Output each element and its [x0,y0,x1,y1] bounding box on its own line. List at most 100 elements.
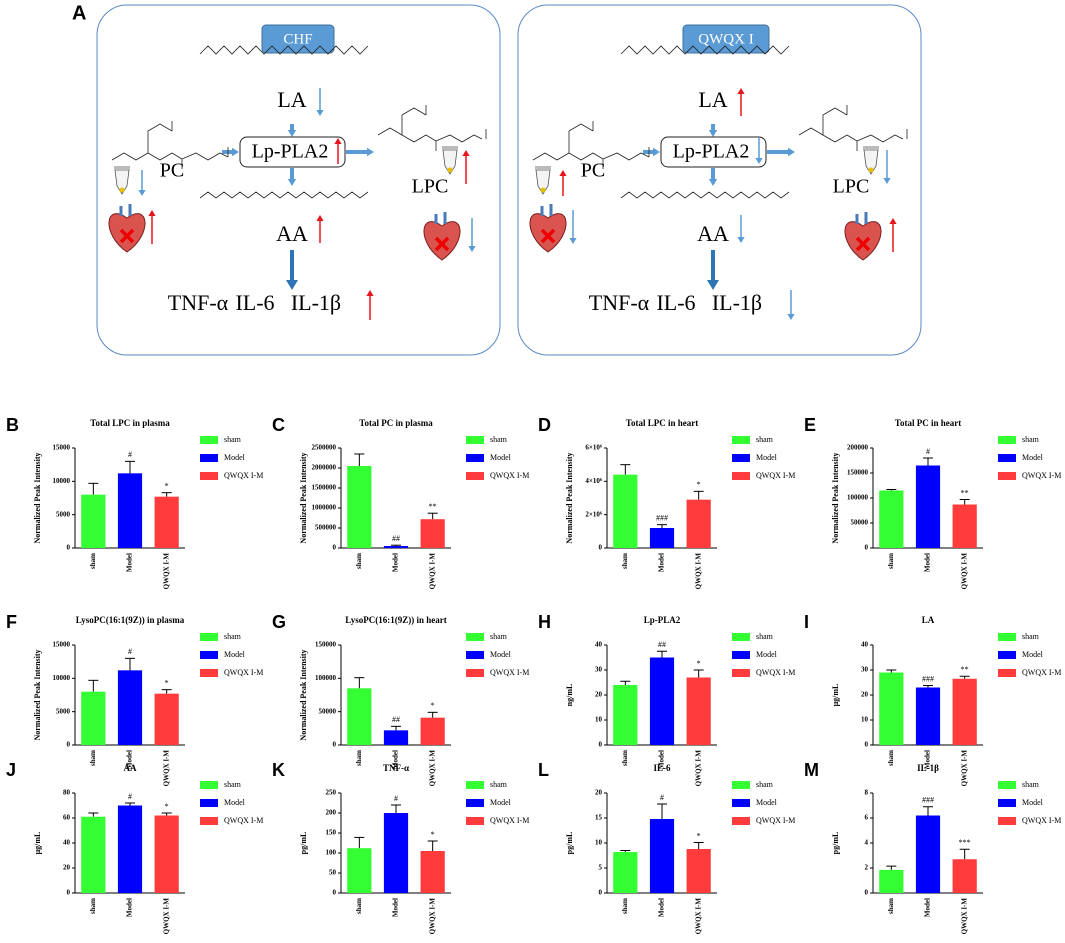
arrow-head [468,246,476,252]
x-tick-label: Model [126,553,134,572]
tube-cap [114,166,130,170]
pc-label: PC [581,160,605,182]
bar [613,474,638,548]
chart-title: Total PC in heart [895,418,961,428]
significance-label: # [926,447,930,456]
legend-swatch [998,651,1016,659]
tube-cap [863,146,879,150]
chart-title: Total PC in plasma [359,418,433,428]
flow-arrow [346,147,374,157]
panel-label: B [6,415,19,435]
legend-label: Model [490,798,512,807]
legend-swatch [998,472,1016,480]
trend-arrow [559,170,567,196]
significance-label: # [128,647,132,656]
significance-label: # [128,450,132,459]
legend-label: sham [224,780,242,789]
la-chain [199,45,369,55]
y-axis-label: Normalized Peak Intensity [299,452,308,543]
bar [879,672,904,745]
heart-cross [855,236,871,252]
bar [952,504,977,548]
arrow-head [286,280,298,290]
heart-cross [540,228,556,244]
bar [347,848,372,893]
pc-label: PC [160,160,184,182]
bar [649,657,675,745]
legend-swatch [998,454,1016,462]
legend-swatch [200,781,218,789]
y-tick-label: 150000 [315,641,337,649]
y-tick-label: 0 [67,741,71,749]
x-tick-label: sham [887,553,895,569]
y-tick-label: 1000000 [312,504,337,512]
x-tick-label: Model [126,898,134,917]
legend-swatch [998,669,1016,677]
heart-cross [434,236,450,252]
chart-title: LysoPC(16:1(9Z)) in heart [345,615,447,625]
tube-cap [535,166,551,170]
x-tick-label: Model [658,750,666,769]
legend-label: QWQX I-M [756,816,795,825]
legend-swatch [200,669,218,677]
trend-arrow [334,138,342,164]
legend-swatch [732,651,750,659]
y-tick-label: 40 [861,641,869,649]
flow-arrow [286,250,298,290]
legend-swatch [998,817,1016,825]
legend-swatch [200,817,218,825]
arrow-head [366,290,374,296]
chart-title: Total LPC in plasma [90,418,170,428]
chart-title: IL-1β [917,763,939,773]
bar [117,805,143,893]
flow-arrow [708,168,718,186]
bar [420,519,445,548]
arrow-head [788,147,795,157]
arrow-head [883,178,891,184]
arrow-head [316,110,324,116]
y-tick-label: 50000 [319,707,337,715]
trend-arrow [889,218,897,252]
y-tick-label: 0 [333,544,337,552]
legend-swatch [466,799,484,807]
arrow-head [287,130,297,137]
legend-swatch [466,633,484,641]
x-tick-label: sham [355,553,363,569]
y-axis-label: Normalized Peak Intensity [33,452,42,543]
x-tick-label: Model [392,750,400,769]
tube-sample [540,187,546,193]
tube-sample [868,167,874,173]
y-tick-label: 2 [865,864,869,872]
significance-label: ** [961,665,969,674]
y-tick-label: 100 [326,849,337,857]
chart-title: LA [922,615,935,625]
x-tick-label: QWQX I-M [162,898,170,935]
significance-label: * [431,701,435,710]
legend-swatch [466,817,484,825]
legend-label: Model [224,798,246,807]
chart-title: Lp-PLA2 [644,615,681,625]
legend-label: QWQX I-M [756,668,795,677]
y-tick-label: 10 [861,716,869,724]
la-chain [620,45,790,55]
title-box [682,24,770,54]
significance-label: ** [429,502,437,511]
y-tick-label: 250 [326,789,337,797]
legend-swatch [732,633,750,641]
tube-cap [442,146,458,150]
y-tick-label: 10000 [53,674,71,682]
arrow-head [737,237,745,243]
x-tick-label: sham [621,898,629,914]
x-tick-label: QWQX I-M [428,750,436,787]
arrow-head [232,147,239,157]
y-tick-label: 1500000 [312,484,337,492]
la-label: LA [698,87,727,112]
la-label: LA [277,87,306,112]
legend-label: Model [490,453,512,462]
y-tick-label: 40 [595,641,603,649]
enzyme-box [660,136,767,168]
bar [879,869,904,893]
significance-label: ### [922,796,934,805]
bar [81,816,106,893]
panel-frame [517,4,922,356]
